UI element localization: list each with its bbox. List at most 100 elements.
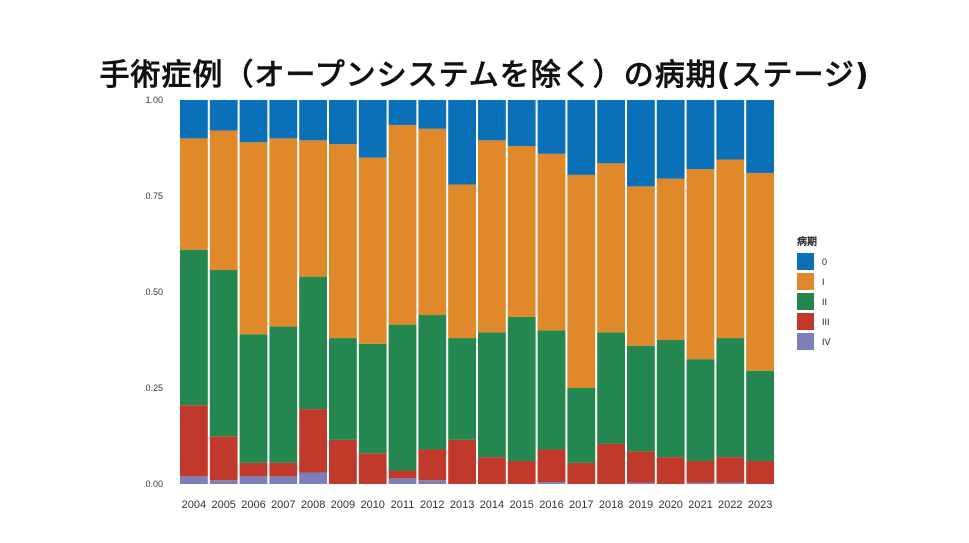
bar-segment-2017-stage-0 — [567, 100, 596, 175]
x-tick-label: 2012 — [420, 499, 444, 511]
x-tick-label: 2023 — [748, 499, 772, 511]
bar-segment-2012-stage-0 — [418, 100, 447, 129]
bar-segment-2007-stage-0 — [269, 100, 298, 139]
bar-group-2006 — [239, 100, 268, 484]
bar-segment-2012-stage-II — [418, 315, 447, 450]
x-tick-label: 2010 — [360, 499, 384, 511]
bar-segment-2011-stage-IV — [388, 478, 417, 484]
x-tick-label: 2008 — [301, 499, 325, 511]
x-tick-label: 2018 — [599, 499, 623, 511]
bar-segment-2004-stage-0 — [180, 100, 208, 139]
bar-segment-2009-stage-0 — [329, 100, 357, 145]
bar-group-2019 — [627, 100, 655, 484]
bar-segment-2005-stage-IV — [209, 480, 238, 484]
bar-segment-2012-stage-I — [418, 128, 447, 316]
bar-segment-2010-stage-III — [358, 453, 387, 484]
bar-segment-2015-stage-0 — [507, 100, 536, 147]
bar-segment-2019-stage-IV — [627, 482, 655, 484]
bar-group-2020 — [656, 100, 685, 484]
bar-group-2023 — [746, 100, 774, 484]
bar-segment-2017-stage-II — [567, 388, 596, 463]
bar-segment-2011-stage-III — [388, 470, 417, 479]
bar-segment-2009-stage-I — [329, 144, 357, 339]
legend-label: II — [822, 297, 827, 307]
bar-segment-2006-stage-0 — [239, 100, 268, 143]
bar-group-2008 — [299, 100, 327, 484]
bar-segment-2007-stage-IV — [269, 476, 298, 484]
bar-segment-2010-stage-I — [358, 157, 387, 344]
bar-segment-2021-stage-I — [686, 169, 715, 360]
bar-segment-2005-stage-II — [209, 270, 238, 437]
bar-segment-2018-stage-III — [597, 443, 625, 484]
bar-segment-2004-stage-I — [180, 138, 208, 250]
bar-segment-2016-stage-I — [537, 153, 566, 331]
x-tick-label: 2016 — [539, 499, 563, 511]
bar-segment-2014-stage-II — [478, 332, 506, 458]
bar-segment-2018-stage-II — [597, 332, 625, 444]
y-tick-label: 0.75 — [145, 191, 163, 201]
chart-title: 手術症例（オープンシステムを除く）の病期(ステージ) — [99, 58, 870, 93]
bar-segment-2020-stage-0 — [656, 100, 685, 179]
bar-segment-2021-stage-0 — [686, 100, 715, 170]
bar-segment-2011-stage-I — [388, 124, 417, 325]
x-tick-label: 2014 — [480, 499, 504, 511]
bar-segment-2007-stage-II — [269, 326, 298, 463]
bar-segment-2023-stage-II — [746, 370, 774, 461]
bar-segment-2019-stage-II — [627, 345, 655, 452]
bar-segment-2007-stage-I — [269, 138, 298, 327]
legend-swatch-IV — [797, 333, 814, 350]
bar-group-2017 — [567, 100, 596, 484]
bar-group-2005 — [209, 100, 238, 484]
y-tick-label: 0.50 — [145, 287, 163, 297]
bar-group-2010 — [358, 100, 387, 484]
bar-segment-2012-stage-III — [418, 449, 447, 481]
bar-group-2015 — [507, 100, 536, 484]
bar-segment-2013-stage-II — [448, 338, 476, 440]
bar-segment-2004-stage-II — [180, 249, 208, 406]
bar-segment-2022-stage-II — [716, 338, 745, 458]
bar-segment-2013-stage-III — [448, 439, 476, 484]
bar-group-2009 — [329, 100, 357, 484]
bar-segment-2016-stage-0 — [537, 100, 566, 154]
legend-swatch-0 — [797, 253, 814, 270]
x-tick-label: 2005 — [211, 499, 235, 511]
bar-segment-2020-stage-III — [656, 457, 685, 484]
bar-group-2004 — [180, 100, 208, 484]
bar-group-2013 — [448, 100, 476, 484]
y-axis: 0.00 0.25 0.50 0.75 1.00 — [145, 95, 163, 489]
x-tick-label: 2006 — [241, 499, 265, 511]
bar-segment-2022-stage-III — [716, 457, 745, 483]
bar-segment-2006-stage-IV — [239, 476, 268, 484]
bar-group-2018 — [597, 100, 625, 484]
bar-segment-2021-stage-II — [686, 359, 715, 461]
bar-segment-2021-stage-IV — [686, 482, 715, 484]
legend-swatch-II — [797, 293, 814, 310]
bar-group-2021 — [686, 100, 715, 484]
y-tick-label: 0.00 — [145, 479, 163, 489]
bar-group-2016 — [537, 100, 566, 484]
bar-group-2011 — [388, 100, 417, 484]
bar-segment-2013-stage-0 — [448, 100, 476, 185]
x-tick-label: 2022 — [718, 499, 742, 511]
bar-segment-2008-stage-IV — [299, 472, 327, 484]
bar-segment-2022-stage-0 — [716, 100, 745, 160]
x-tick-label: 2021 — [688, 499, 712, 511]
bar-segment-2005-stage-I — [209, 130, 238, 271]
bar-segment-2004-stage-IV — [180, 476, 208, 484]
bar-segment-2023-stage-I — [746, 172, 774, 371]
bar-segment-2007-stage-III — [269, 462, 298, 477]
bar-segment-2022-stage-I — [716, 159, 745, 339]
x-tick-label: 2007 — [271, 499, 295, 511]
bar-segment-2010-stage-II — [358, 343, 387, 454]
bar-segment-2018-stage-I — [597, 163, 625, 333]
x-tick-label: 2017 — [569, 499, 593, 511]
y-tick-label: 0.25 — [145, 383, 163, 393]
bar-segment-2019-stage-I — [627, 186, 655, 346]
bar-segment-2023-stage-III — [746, 460, 774, 484]
bar-segment-2009-stage-II — [329, 338, 357, 440]
x-tick-label: 2019 — [629, 499, 653, 511]
bar-segment-2008-stage-III — [299, 409, 327, 473]
bar-segment-2019-stage-III — [627, 451, 655, 483]
